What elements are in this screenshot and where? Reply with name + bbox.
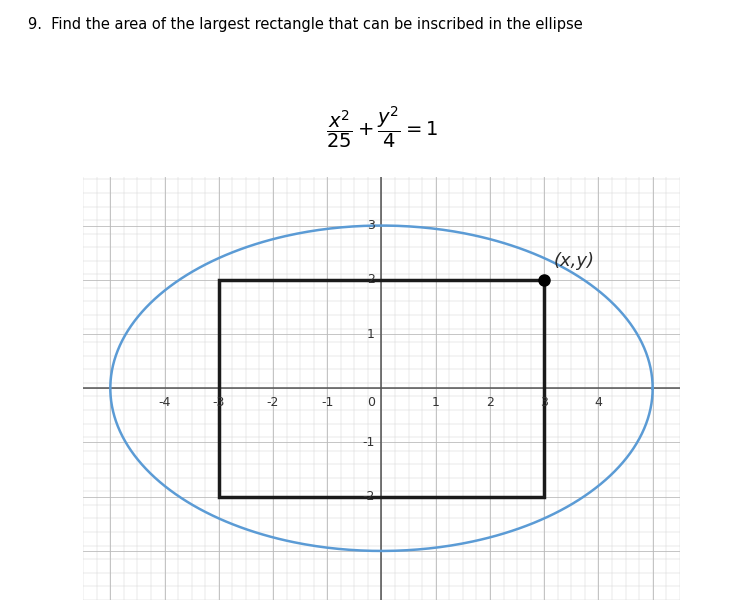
Text: 4: 4 [595,397,602,409]
Text: (x,y): (x,y) [554,252,595,271]
Text: 3: 3 [540,397,548,409]
Text: -2: -2 [363,490,375,503]
Text: 0: 0 [367,397,375,409]
Text: -1: -1 [363,436,375,449]
Text: 2: 2 [486,397,494,409]
Text: 1: 1 [432,397,440,409]
Text: -2: -2 [267,397,279,409]
Text: -4: -4 [159,397,171,409]
Text: 3: 3 [367,219,375,232]
Text: 1: 1 [367,327,375,340]
Text: 9.  Find the area of the largest rectangle that can be inscribed in the ellipse: 9. Find the area of the largest rectangl… [28,17,583,32]
Text: -1: -1 [321,397,334,409]
Text: 2: 2 [367,274,375,286]
Text: -3: -3 [212,397,225,409]
Text: $\dfrac{x^2}{25} + \dfrac{y^2}{4} = 1$: $\dfrac{x^2}{25} + \dfrac{y^2}{4} = 1$ [325,105,438,151]
